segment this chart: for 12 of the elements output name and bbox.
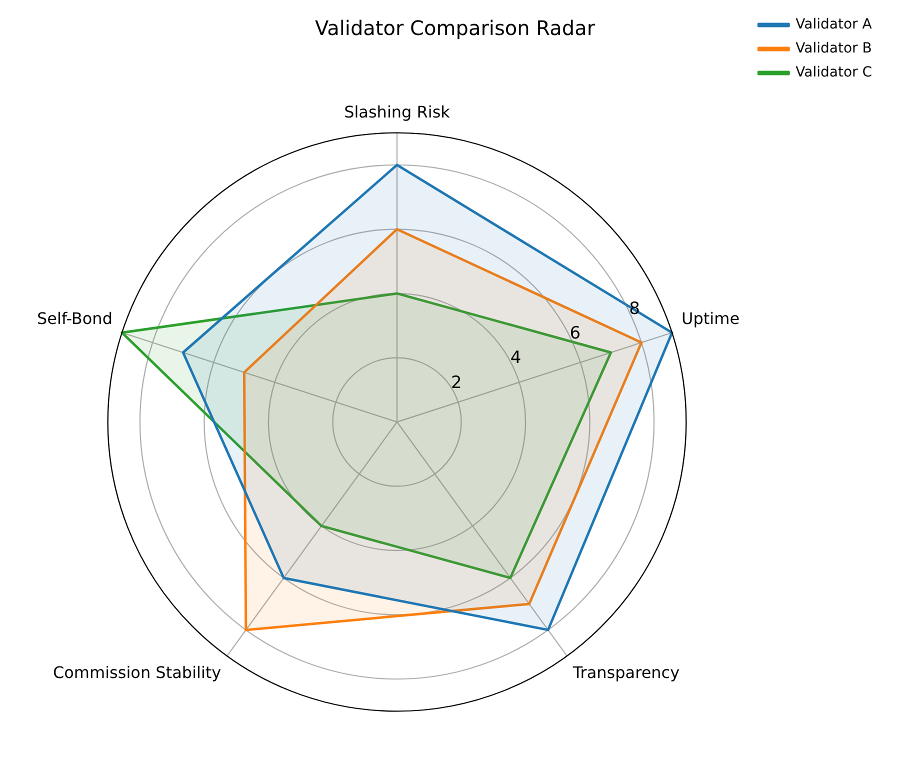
legend-label: Validator B	[796, 40, 872, 57]
legend-label: Validator C	[796, 64, 872, 81]
y-tick-label: 4	[510, 348, 522, 368]
spoke-label: Commission Stability	[52, 662, 222, 682]
spoke-label: Uptime	[682, 309, 740, 328]
legend-label: Validator A	[796, 16, 872, 33]
y-tick-label: 6	[570, 324, 581, 344]
y-tick-label: 2	[450, 372, 462, 393]
spoke-label: Slashing Risk	[344, 102, 451, 122]
chart-title: Validator Comparison Radar	[314, 16, 596, 40]
spoke-label: Transparency	[572, 662, 680, 682]
spoke-label: Self-Bond	[37, 309, 112, 328]
